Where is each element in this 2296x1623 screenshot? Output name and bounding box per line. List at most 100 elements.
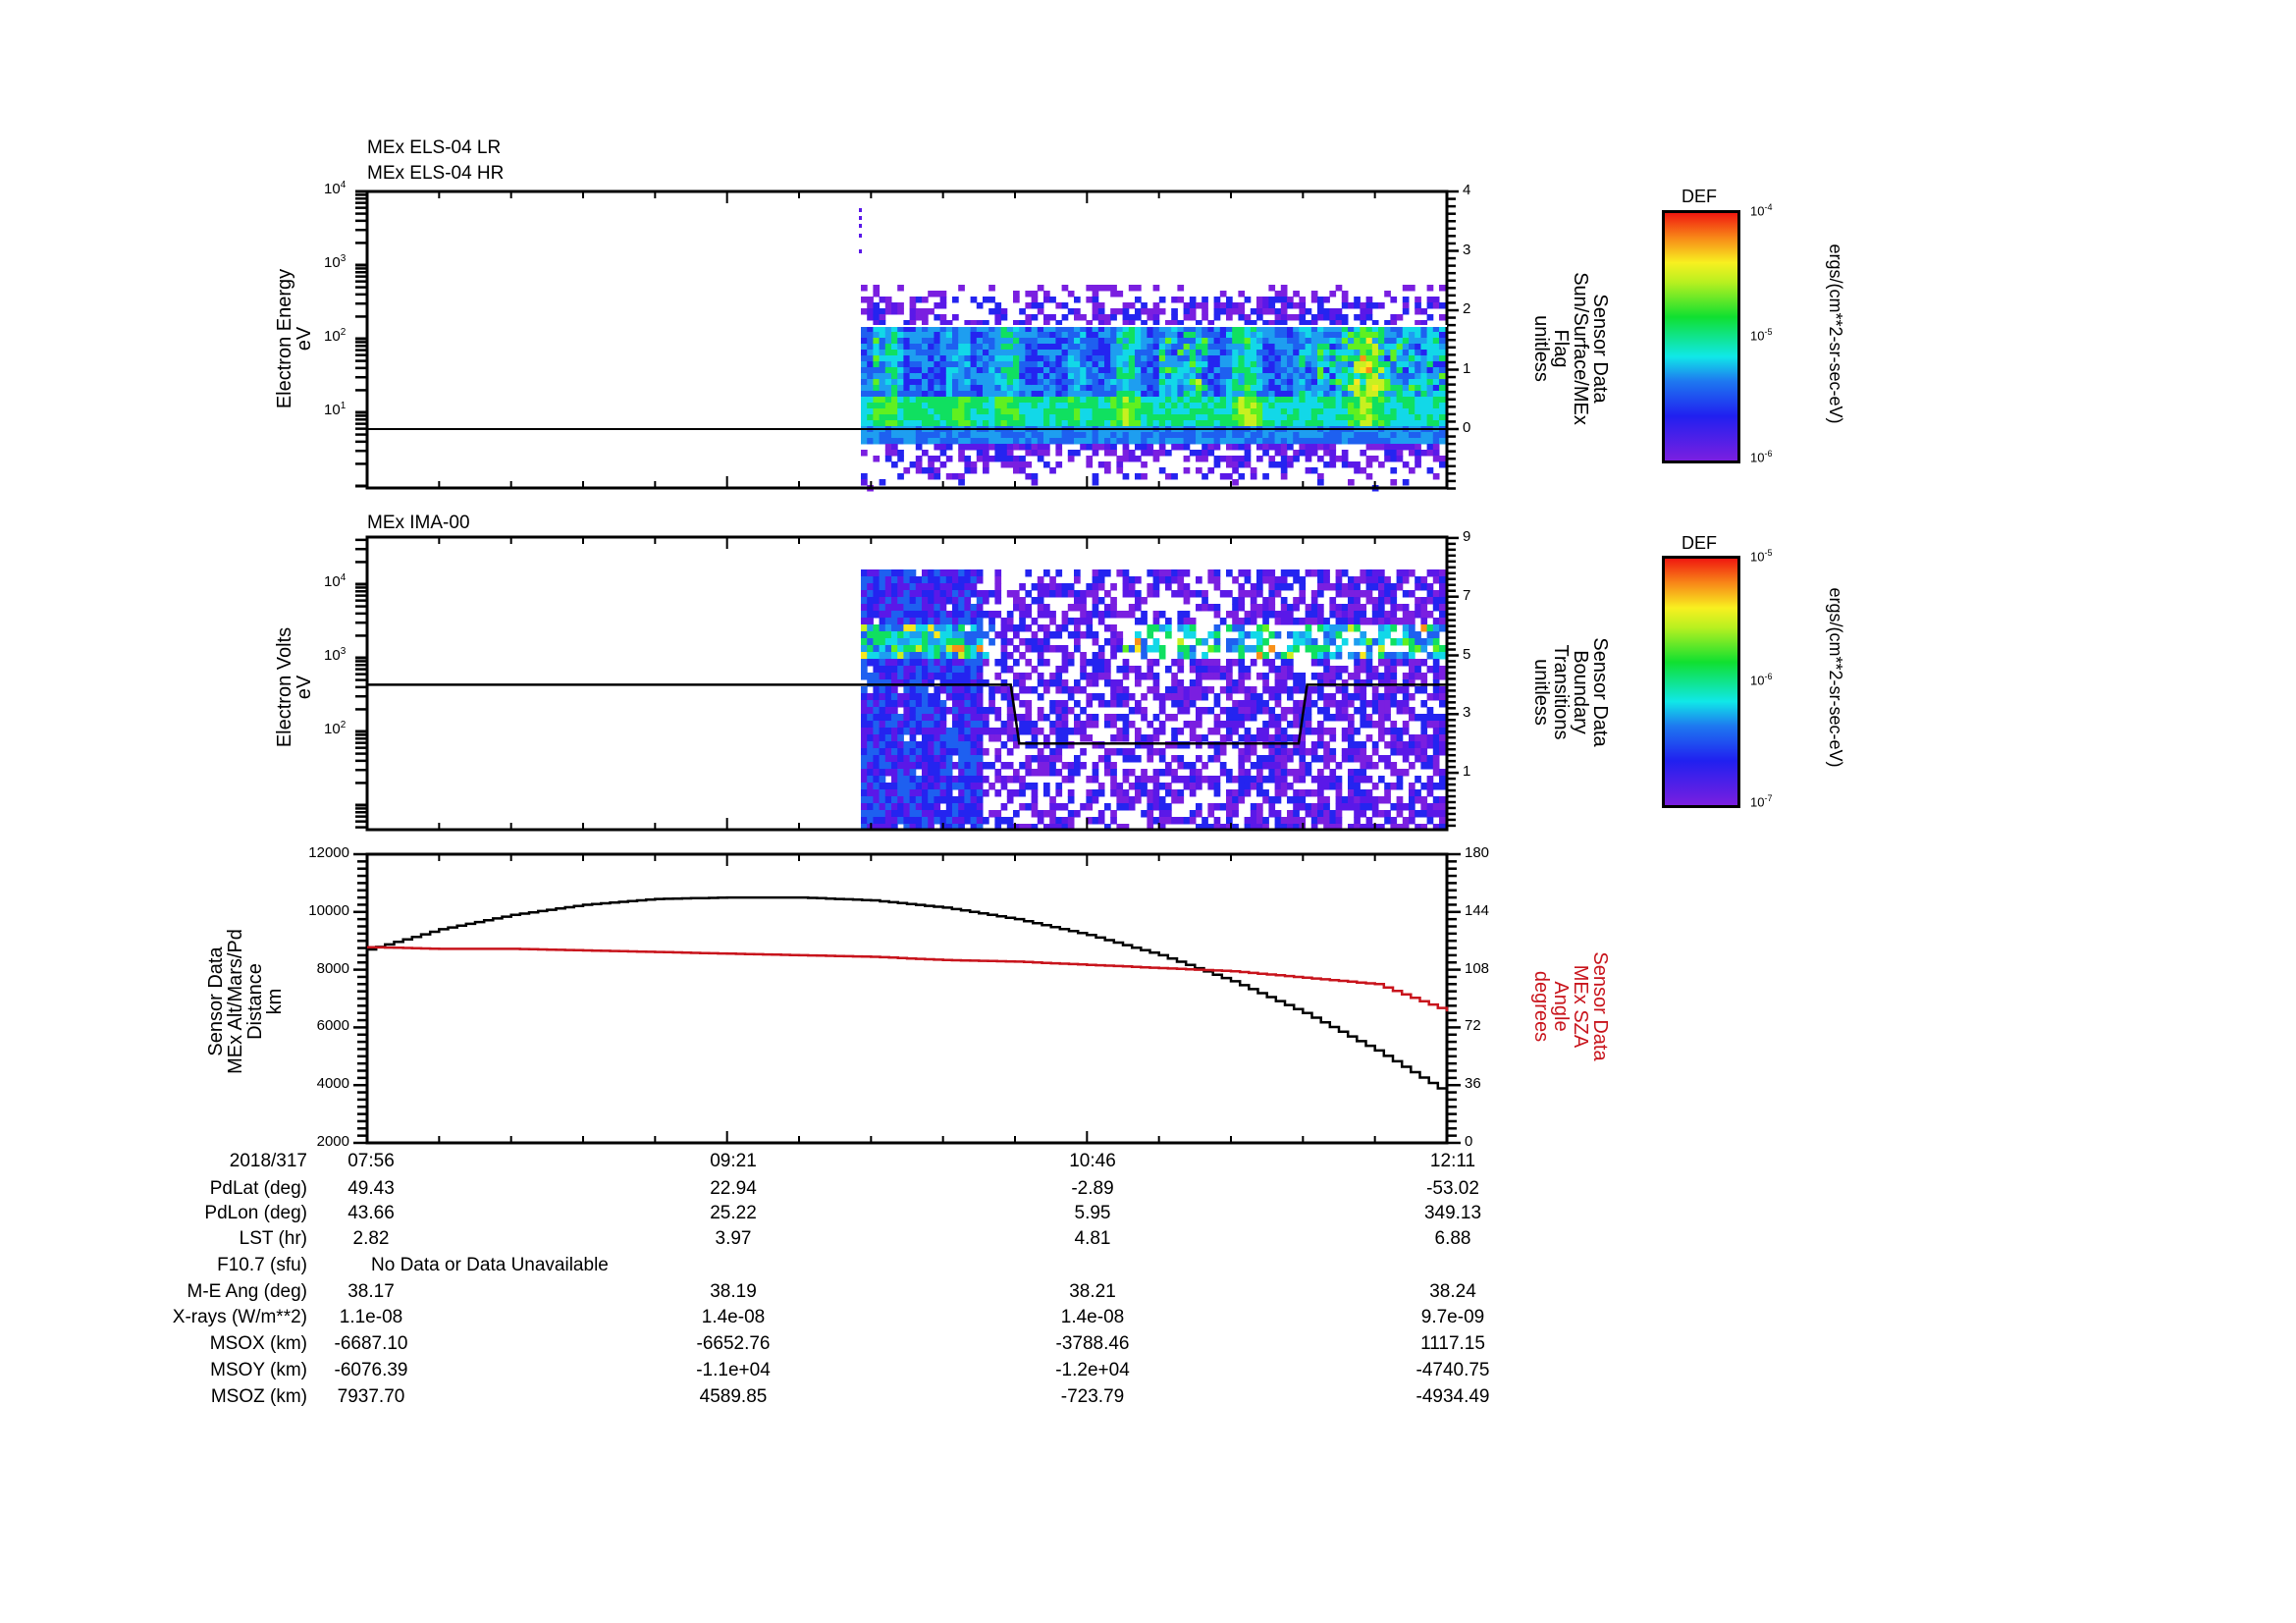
els-y2-tick-0: 4 xyxy=(1463,182,1471,198)
table-row-label: MSOY (km) xyxy=(210,1360,307,1380)
table-row-label: PdLat (deg) xyxy=(209,1178,307,1199)
ima-y-label: Electron Volts eV xyxy=(274,589,315,785)
orbit-y-label-line3: Distance xyxy=(244,963,266,1040)
ima-y2-label-line3: Transitions xyxy=(1550,644,1572,740)
time-label-2: 10:46 xyxy=(1069,1151,1116,1171)
els-y2-tick-3: 1 xyxy=(1463,359,1471,377)
els-spectrogram xyxy=(859,208,1446,492)
els-y2-label-line1: Sensor Data xyxy=(1589,294,1611,404)
table-cell: -53.02 xyxy=(1426,1178,1479,1199)
orbit-y2-tick-0: 180 xyxy=(1465,844,1490,861)
els-title-lr: MEx ELS-04 LR xyxy=(367,137,502,158)
table-cell: 1.4e-08 xyxy=(701,1307,766,1327)
ima-y2-tick-0: 9 xyxy=(1463,527,1471,545)
table-cell: 6.88 xyxy=(1434,1228,1471,1249)
els-y2-label-line2: Sun/Surface/MEx xyxy=(1570,272,1591,425)
time-label-0: 07:56 xyxy=(347,1151,395,1171)
orbit-y-tick-4: 4000 xyxy=(316,1075,349,1093)
table-row-label: MSOX (km) xyxy=(209,1333,307,1354)
ima-y-tick-0: 104 xyxy=(324,572,347,590)
ima-colorbar xyxy=(1662,556,1740,808)
ima-y-tick-2: 102 xyxy=(324,720,347,737)
els-y2-tick-1: 3 xyxy=(1463,241,1471,258)
table-cell: 1.4e-08 xyxy=(1060,1307,1125,1327)
orbit-y-label-line1: Sensor Data xyxy=(205,947,227,1056)
orbit-y-tick-3: 6000 xyxy=(316,1017,349,1035)
ima-y2-label: Sensor Data Boundary Transitions unitles… xyxy=(1530,574,1611,810)
orbit-y-tick-1: 10000 xyxy=(308,901,349,919)
orbit-y2-tick-4: 36 xyxy=(1465,1075,1481,1093)
els-y2-tick-2: 2 xyxy=(1463,300,1471,317)
orbit-y-label: Sensor Data MEx Alt/Mars/Pd Distance km xyxy=(205,893,286,1109)
orbit-y2-label: Sensor Data MEx SZA Angle degrees xyxy=(1530,889,1611,1124)
table-cell: -723.79 xyxy=(1060,1386,1125,1407)
els-colorbar-unit: ergs/(cm**2-sr-sec-eV) xyxy=(1826,243,1845,424)
els-y-label-line2: eV xyxy=(294,326,315,352)
table-cell: 3.97 xyxy=(715,1228,752,1249)
table-cell: 9.7e-09 xyxy=(1420,1307,1485,1327)
table-cell: 4.81 xyxy=(1074,1228,1111,1249)
ima-y2-tick-2: 5 xyxy=(1463,645,1471,663)
ima-title: MEx IMA-00 xyxy=(367,513,470,533)
table-row-label: LST (hr) xyxy=(239,1228,307,1249)
ima-colorbar-bottom-label: 10-7 xyxy=(1750,793,1773,810)
ima-y2-tick-4: 1 xyxy=(1463,763,1471,781)
ima-y-tick-1: 103 xyxy=(324,646,347,664)
ima-y2-label-line4: unitless xyxy=(1530,659,1552,726)
els-y2-tick-4: 0 xyxy=(1463,419,1471,436)
table-cell: 38.21 xyxy=(1069,1281,1116,1302)
orbit-y-tick-2: 8000 xyxy=(316,959,349,977)
table-cell: 38.24 xyxy=(1429,1281,1476,1302)
ima-y2-tick-1: 7 xyxy=(1463,586,1471,604)
els-colorbar xyxy=(1662,210,1740,463)
axes-layer xyxy=(353,189,1461,1145)
table-cell: 43.66 xyxy=(347,1203,395,1223)
table-row-label: F10.7 (sfu) xyxy=(217,1255,307,1275)
els-y-tick-1: 103 xyxy=(324,253,347,271)
table-note: No Data or Data Unavailable xyxy=(371,1255,609,1275)
table-cell: 38.19 xyxy=(710,1281,757,1302)
orbit-y-tick-5: 2000 xyxy=(316,1133,349,1150)
els-title-hr: MEx ELS-04 HR xyxy=(367,163,505,184)
els-y-label-line1: Electron Energy xyxy=(274,268,295,409)
orbit-y2-label-line2: MEx SZA xyxy=(1570,964,1591,1049)
els-y2-label-line4: unitless xyxy=(1530,315,1552,382)
orbit-y-label-line2: MEx Alt/Mars/Pd xyxy=(225,929,246,1074)
table-cell: -2.89 xyxy=(1071,1178,1114,1199)
table-cell: 22.94 xyxy=(710,1178,757,1199)
els-colorbar-top-label: 10-4 xyxy=(1750,202,1773,219)
els-colorbar-title: DEF xyxy=(1682,187,1717,206)
table-row-label: PdLon (deg) xyxy=(204,1203,307,1223)
table-cell: 25.22 xyxy=(710,1203,757,1223)
table-cell: -4740.75 xyxy=(1415,1360,1490,1380)
ima-y-label-line1: Electron Volts xyxy=(274,626,295,748)
table-cell: -6687.10 xyxy=(334,1333,408,1354)
table-cell: -6652.76 xyxy=(696,1333,771,1354)
orbit-y2-tick-1: 144 xyxy=(1465,901,1490,919)
table-row-label: X-rays (W/m**2) xyxy=(172,1307,307,1327)
table-row-label: M-E Ang (deg) xyxy=(187,1281,308,1302)
orbit-y2-label-line4: degrees xyxy=(1530,970,1552,1043)
orbit-y2-label-line3: Angle xyxy=(1550,981,1572,1032)
orbit-y2-label-line1: Sensor Data xyxy=(1589,951,1611,1061)
orbit-y2-tick-3: 72 xyxy=(1465,1017,1481,1035)
table-cell: -1.2e+04 xyxy=(1055,1360,1130,1380)
els-y-label: Electron Energy eV xyxy=(274,241,315,437)
time-label-3: 12:11 xyxy=(1429,1151,1476,1171)
table-cell: 7937.70 xyxy=(337,1386,405,1407)
table-cell: 1117.15 xyxy=(1420,1333,1485,1354)
orbit-y-label-line4: km xyxy=(264,988,286,1015)
ima-y2-label-line2: Boundary xyxy=(1570,650,1591,734)
ima-spectrogram xyxy=(861,569,1446,832)
orbit-y2-tick-2: 108 xyxy=(1465,959,1490,977)
table-date: 2018/317 xyxy=(229,1151,307,1171)
els-colorbar-bottom-label: 10-6 xyxy=(1750,449,1773,465)
table-cell: -4934.49 xyxy=(1415,1386,1490,1407)
ima-y2-label-line1: Sensor Data xyxy=(1589,637,1611,747)
table-cell: -1.1e+04 xyxy=(696,1360,771,1380)
table-row-label: MSOZ (km) xyxy=(210,1386,307,1407)
table-cell: 1.1e-08 xyxy=(339,1307,403,1327)
ima-y2-tick-3: 3 xyxy=(1463,704,1471,722)
orbit-y2-tick-5: 0 xyxy=(1465,1133,1473,1150)
